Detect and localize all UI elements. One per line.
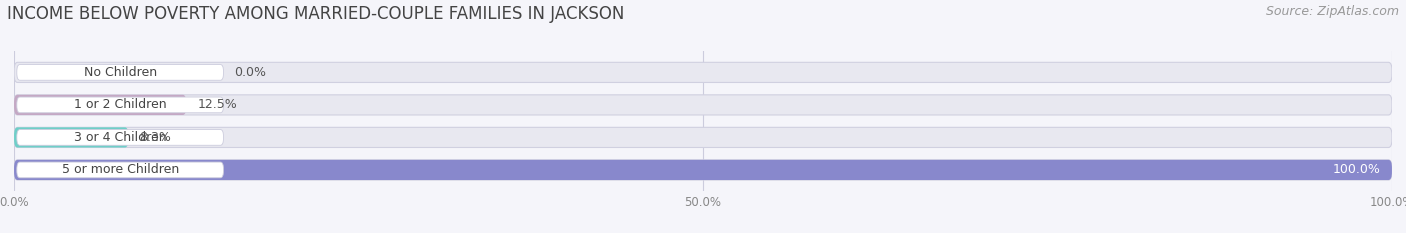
Text: 5 or more Children: 5 or more Children — [62, 163, 179, 176]
Text: INCOME BELOW POVERTY AMONG MARRIED-COUPLE FAMILIES IN JACKSON: INCOME BELOW POVERTY AMONG MARRIED-COUPL… — [7, 5, 624, 23]
Text: 1 or 2 Children: 1 or 2 Children — [75, 98, 166, 111]
FancyBboxPatch shape — [17, 162, 224, 178]
FancyBboxPatch shape — [17, 130, 224, 145]
FancyBboxPatch shape — [14, 127, 128, 147]
Text: No Children: No Children — [83, 66, 156, 79]
Text: 8.3%: 8.3% — [139, 131, 172, 144]
Text: 100.0%: 100.0% — [1333, 163, 1381, 176]
FancyBboxPatch shape — [14, 95, 186, 115]
Text: 0.0%: 0.0% — [235, 66, 267, 79]
Text: Source: ZipAtlas.com: Source: ZipAtlas.com — [1265, 5, 1399, 18]
FancyBboxPatch shape — [14, 62, 1392, 82]
Text: 12.5%: 12.5% — [197, 98, 238, 111]
FancyBboxPatch shape — [17, 97, 224, 113]
Text: 3 or 4 Children: 3 or 4 Children — [75, 131, 166, 144]
FancyBboxPatch shape — [14, 127, 1392, 147]
FancyBboxPatch shape — [14, 160, 1392, 180]
FancyBboxPatch shape — [17, 65, 224, 80]
FancyBboxPatch shape — [14, 95, 1392, 115]
FancyBboxPatch shape — [14, 160, 1392, 180]
